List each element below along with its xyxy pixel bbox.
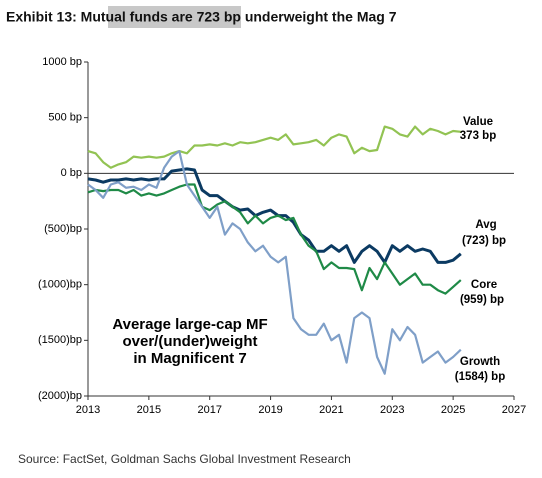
x-tick-label: 2013 xyxy=(76,404,100,416)
series-end-label: (959) bp xyxy=(460,294,504,306)
y-tick-label: 0 bp xyxy=(61,167,82,179)
y-tick-label: (1000)bp xyxy=(38,279,82,291)
series-line xyxy=(87,125,461,169)
y-tick-label: 500 bp xyxy=(48,112,82,124)
y-tick-label: 1000 bp xyxy=(42,56,82,68)
series-end-label: (1584) bp xyxy=(455,371,506,383)
annotation: in Magnificent 7 xyxy=(133,350,246,367)
y-tick-label: (500)bp xyxy=(44,223,82,235)
y-tick-label: (1500)bp xyxy=(38,334,82,346)
series-end-label: 373 bp xyxy=(460,130,496,142)
series-line xyxy=(87,150,462,375)
series-label: Value xyxy=(463,116,493,128)
annotation: Average large-cap MF xyxy=(112,316,267,333)
series-line xyxy=(87,167,462,264)
x-tick-label: 2019 xyxy=(258,404,282,416)
x-tick-label: 2025 xyxy=(441,404,465,416)
series-line xyxy=(87,183,462,295)
x-tick-label: 2027 xyxy=(502,404,526,416)
title-highlight xyxy=(108,6,241,28)
series-label: Core xyxy=(471,279,497,291)
series-label: Avg xyxy=(475,219,496,231)
source: Source: FactSet, Goldman Sachs Global In… xyxy=(18,452,351,466)
series-label: Growth xyxy=(460,356,500,368)
series-end-label: (723) bp xyxy=(462,235,506,247)
annotation: over/(under)weight xyxy=(122,333,257,350)
x-tick-label: 2017 xyxy=(197,404,221,416)
x-tick-label: 2023 xyxy=(380,404,404,416)
x-tick-label: 2021 xyxy=(319,404,343,416)
x-tick-label: 2015 xyxy=(137,404,161,416)
y-tick-label: (2000)bp xyxy=(38,390,82,402)
chart-title: Exhibit 13: Mutual funds are 723 bp unde… xyxy=(6,9,397,25)
